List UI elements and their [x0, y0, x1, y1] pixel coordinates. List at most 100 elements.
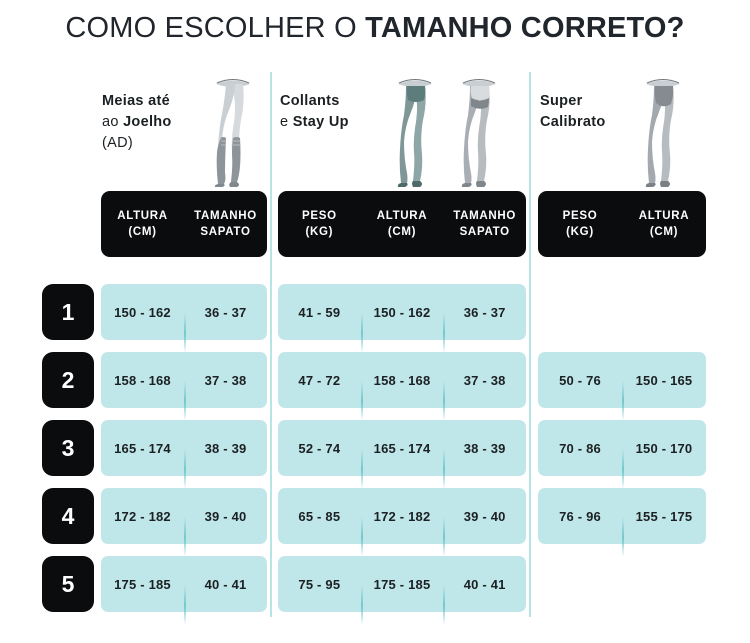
cell-peso: 52 - 74	[298, 440, 341, 456]
group-divider-2	[529, 72, 531, 617]
column-header-line2: (CM)	[128, 226, 157, 238]
group-divider-1	[270, 72, 272, 617]
cell-altura: 150 - 165	[622, 373, 706, 421]
column-header-line2: (CM)	[387, 226, 417, 238]
row-cells-meias: 165 - 174 38 - 39	[101, 420, 267, 489]
row-cells-meias: 172 - 182 39 - 40	[101, 488, 267, 557]
cell-peso: 47 - 72	[298, 372, 341, 388]
group-header-collants-stay-up: Collants e Stay Up	[280, 62, 530, 187]
cell-altura: 172 - 182	[360, 509, 444, 557]
column-header-line2: SAPATO	[459, 226, 510, 238]
size-badge: 4	[42, 488, 94, 544]
column-header-line2: (KG)	[305, 226, 334, 238]
column-header-line1: PESO	[562, 210, 598, 222]
row-cells-meias: 175 - 185 40 - 41	[101, 556, 267, 625]
header-block-super-calibrato: PESO (KG) ALTURA (CM)	[538, 191, 706, 257]
column-header-line1: TAMANHO	[453, 210, 517, 222]
cell-tamanho-sapato: 40 - 41	[443, 577, 526, 625]
page-title-bold: TAMANHO CORRETO?	[365, 12, 685, 44]
group-title-calibrato-bold: Calibrato	[540, 114, 606, 130]
header-block-meias-ao-joelho: ALTURA (CM) TAMANHO SAPATO	[101, 191, 267, 257]
row-cells-super: 76 - 96 155 - 175	[538, 488, 706, 557]
cell-altura: 172 - 182	[114, 508, 171, 524]
row-cells-super-empty	[538, 284, 706, 340]
row-cells-collants: 52 - 74 165 - 174 38 - 39	[278, 420, 526, 489]
stay-up-stockings-figure	[456, 62, 502, 187]
cell-altura: 175 - 185	[114, 576, 171, 592]
row-cells-collants: 65 - 85 172 - 182 39 - 40	[278, 488, 526, 557]
group-title-line1-bold: Meias até	[102, 93, 170, 109]
cell-altura: 158 - 168	[360, 373, 444, 421]
cell-altura: 165 - 174	[360, 441, 444, 489]
cell-peso: 50 - 76	[559, 372, 601, 388]
tights-figure	[392, 62, 438, 187]
row-cells-collants: 75 - 95 175 - 185 40 - 41	[278, 556, 526, 625]
cell-altura: 150 - 162	[360, 305, 444, 353]
illustrations-collants-stay-up	[392, 62, 520, 187]
group-title-super-calibrato: Super Calibrato	[540, 91, 606, 133]
column-header-line1: ALTURA	[638, 210, 690, 222]
size-badge: 2	[42, 352, 94, 408]
cell-tamanho-sapato: 36 - 37	[184, 305, 267, 353]
cell-peso: 65 - 85	[298, 508, 341, 524]
column-header-peso-collants: PESO (KG)	[278, 208, 361, 240]
group-title-collants-bold: Collants	[280, 93, 340, 109]
size-badge: 3	[42, 420, 94, 476]
table-row: 5 175 - 185 40 - 41 75 - 95 175 - 185 40…	[0, 556, 750, 625]
group-title-line2-normal: ao	[102, 114, 124, 130]
cell-tamanho-sapato: 39 - 40	[184, 509, 267, 557]
column-header-line1: PESO	[301, 210, 337, 222]
cell-altura: 165 - 174	[114, 440, 171, 456]
row-cells-meias: 158 - 168 37 - 38	[101, 352, 267, 421]
column-header-tamanho-sapato-meias: TAMANHO SAPATO	[184, 208, 267, 240]
row-cells-collants: 47 - 72 158 - 168 37 - 38	[278, 352, 526, 421]
column-header-line2: (CM)	[649, 226, 679, 238]
group-headings-band: Meias até ao Joelho (AD) Collants e	[0, 62, 750, 187]
column-header-line1: TAMANHO	[194, 210, 257, 222]
group-title-e-normal: e	[280, 114, 293, 130]
cell-altura: 155 - 175	[622, 509, 706, 557]
row-cells-super: 50 - 76 150 - 165	[538, 352, 706, 421]
group-title-line3-normal: (AD)	[102, 135, 133, 151]
cell-peso: 76 - 96	[559, 508, 601, 524]
group-title-line2-bold: Joelho	[123, 114, 172, 130]
column-header-tamanho-sapato-collants: TAMANHO SAPATO	[443, 208, 526, 240]
illustrations-super-calibrato	[636, 62, 698, 187]
support-tights-figure	[640, 62, 686, 187]
cell-altura: 158 - 168	[114, 372, 171, 388]
cell-altura: 150 - 162	[114, 304, 171, 320]
group-title-super-bold: Super	[540, 93, 583, 109]
table-row: 2 158 - 168 37 - 38 47 - 72 158 - 168 37…	[0, 352, 750, 421]
cell-tamanho-sapato: 39 - 40	[443, 509, 526, 557]
table-header-row: ALTURA (CM) TAMANHO SAPATO PESO (KG) ALT…	[0, 191, 750, 257]
column-header-peso-super: PESO (KG)	[538, 208, 622, 240]
column-header-line1: ALTURA	[376, 210, 428, 222]
table-row: 4 172 - 182 39 - 40 65 - 85 172 - 182 39…	[0, 488, 750, 557]
illustrations-meias-ao-joelho	[206, 62, 266, 187]
size-badge: 1	[42, 284, 94, 340]
column-header-altura-meias: ALTURA (CM)	[101, 208, 184, 240]
column-header-altura-super: ALTURA (CM)	[622, 208, 706, 240]
column-header-line2: SAPATO	[200, 226, 251, 238]
cell-tamanho-sapato: 38 - 39	[443, 441, 526, 489]
row-cells-super-empty	[538, 556, 706, 612]
knee-high-socks-figure	[210, 62, 256, 187]
cell-tamanho-sapato: 40 - 41	[184, 577, 267, 625]
header-block-collants-stay-up: PESO (KG) ALTURA (CM) TAMANHO SAPATO	[278, 191, 526, 257]
cell-tamanho-sapato: 38 - 39	[184, 441, 267, 489]
column-header-line1: ALTURA	[117, 210, 168, 222]
row-cells-meias: 150 - 162 36 - 37	[101, 284, 267, 353]
size-badge: 5	[42, 556, 94, 612]
group-header-meias-ao-joelho: Meias até ao Joelho (AD)	[102, 62, 270, 187]
group-title-meias-ao-joelho: Meias até ao Joelho (AD)	[102, 91, 172, 154]
group-title-collants-stay-up: Collants e Stay Up	[280, 91, 349, 133]
cell-peso: 41 - 59	[298, 304, 341, 320]
group-header-super-calibrato: Super Calibrato	[540, 62, 650, 187]
cell-peso: 75 - 95	[298, 576, 341, 592]
row-cells-collants: 41 - 59 150 - 162 36 - 37	[278, 284, 526, 353]
cell-tamanho-sapato: 37 - 38	[184, 373, 267, 421]
page-title-light: COMO ESCOLHER O	[65, 12, 366, 44]
row-cells-super: 70 - 86 150 - 170	[538, 420, 706, 489]
group-title-stayup-bold: Stay Up	[292, 114, 349, 130]
cell-peso: 70 - 86	[559, 440, 601, 456]
